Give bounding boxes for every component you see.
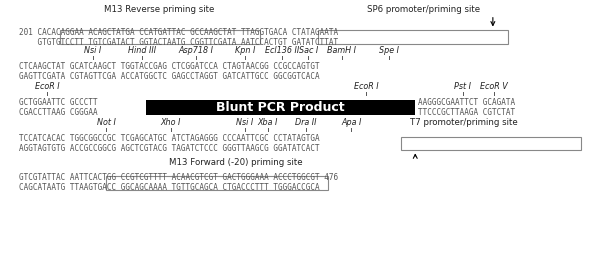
Text: CAGCATAATG TTAAGTGACC GGCAGCAAAA TGTTGCAGCA CTGACCCTTT TGGGACCGCA: CAGCATAATG TTAAGTGACC GGCAGCAAAA TGTTGCA… — [19, 183, 320, 192]
Text: CGACCTTAAG CGGGAA: CGACCTTAAG CGGGAA — [19, 108, 98, 117]
Text: Dra II: Dra II — [295, 118, 317, 127]
Bar — [146, 100, 415, 115]
Text: Ecl136 II: Ecl136 II — [265, 46, 299, 55]
Text: AGGTAGTGTG ACCGCCGGCG AGCTCGTACG TAGATCTCCC GGGTTAAGCG GGATATCACT: AGGTAGTGTG ACCGCCGGCG AGCTCGTACG TAGATCT… — [19, 144, 320, 153]
Text: GCTGGAATTC GCCCTT: GCTGGAATTC GCCCTT — [19, 98, 98, 107]
Text: Xho I: Xho I — [160, 118, 181, 127]
Text: Apa I: Apa I — [341, 118, 361, 127]
Text: Not I: Not I — [97, 118, 115, 127]
Text: GAGTTCGATA CGTAGTTCGA ACCATGGCTC GAGCCTAGGT GATCATTGCC GGCGGTCACA: GAGTTCGATA CGTAGTTCGA ACCATGGCTC GAGCCTA… — [19, 72, 320, 81]
Text: EcoR I: EcoR I — [353, 82, 378, 91]
Text: Blunt PCR Product: Blunt PCR Product — [216, 101, 344, 114]
Text: Sac I: Sac I — [299, 46, 318, 55]
Bar — [106, 176, 328, 190]
Text: Hind III: Hind III — [128, 46, 157, 55]
Text: SP6 promoter/priming site: SP6 promoter/priming site — [367, 5, 480, 14]
Text: Spe I: Spe I — [379, 46, 400, 55]
Text: EcoR I: EcoR I — [35, 82, 59, 91]
Text: AAGGGCGAATTCT GCAGATA: AAGGGCGAATTCT GCAGATA — [418, 98, 515, 107]
Bar — [401, 136, 581, 150]
Text: M13 Reverse priming site: M13 Reverse priming site — [104, 5, 214, 14]
Text: M13 Forward (-20) priming site: M13 Forward (-20) priming site — [169, 158, 302, 167]
Text: BamH I: BamH I — [327, 46, 356, 55]
Bar — [60, 30, 260, 44]
Text: TTCCCGCTTAAGA CGTCTAT: TTCCCGCTTAAGA CGTCTAT — [418, 108, 515, 117]
Text: 201 CACACAGGAA ACAGCTATGA CCATGATTAC GCCAAGCTAT TTAGGTGACA CTATAGAATA: 201 CACACAGGAA ACAGCTATGA CCATGATTAC GCC… — [19, 28, 338, 37]
Text: GTGTGTCCTT TGTCGATACT GGTACTAATG CGGTTCGATA AATCCACTGT GATATCTTAT: GTGTGTCCTT TGTCGATACT GGTACTAATG CGGTTCG… — [19, 38, 338, 47]
Text: T7 promoter/priming site: T7 promoter/priming site — [410, 118, 517, 127]
Text: Asp718 I: Asp718 I — [178, 46, 214, 55]
Text: CTCAAGCTAT GCATCAAGCT TGGTACCGAG CTCGGATCCA CTAGTAACGG CCGCCAGTGT: CTCAAGCTAT GCATCAAGCT TGGTACCGAG CTCGGAT… — [19, 62, 320, 71]
Text: Pst I: Pst I — [454, 82, 472, 91]
Text: Nsi I: Nsi I — [236, 118, 253, 127]
Text: Kpn I: Kpn I — [235, 46, 256, 55]
Bar — [317, 30, 508, 44]
Text: GTCGTATTAC AATTCACTGG CCGTCGTTTT ACAACGTCGT GACTGGGAAA ACCCTGGCGT 476: GTCGTATTAC AATTCACTGG CCGTCGTTTT ACAACGT… — [19, 173, 338, 182]
Text: Xba I: Xba I — [257, 118, 278, 127]
Text: EcoR V: EcoR V — [480, 82, 508, 91]
Text: Nsi I: Nsi I — [85, 46, 101, 55]
Text: TCCATCACAC TGGCGGCCGC TCGAGCATGC ATCTAGAGGG CCCAATTCGC CCTATAGTGA: TCCATCACAC TGGCGGCCGC TCGAGCATGC ATCTAGA… — [19, 134, 320, 143]
